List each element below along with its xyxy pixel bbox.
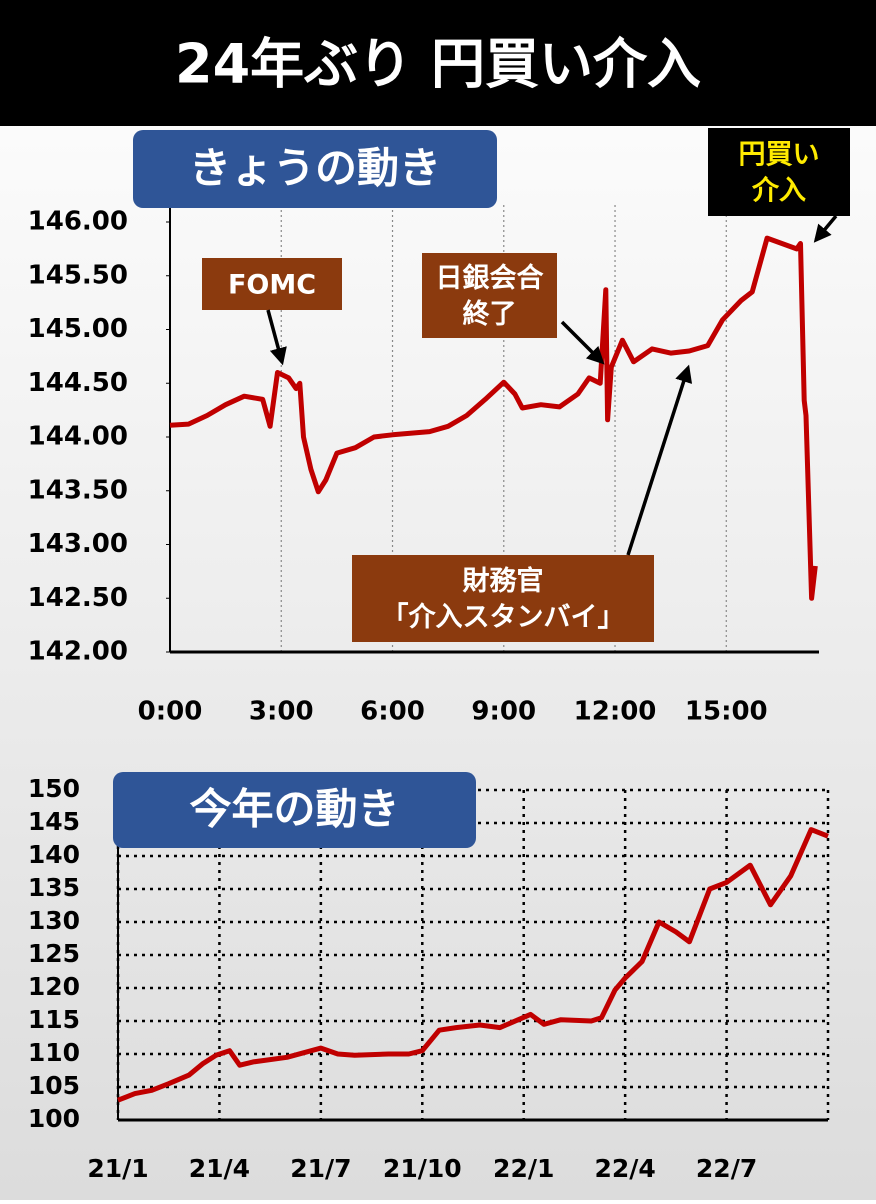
- y-tick-label: 146.00: [28, 207, 128, 237]
- x-tick-label: 21/10: [383, 1154, 462, 1183]
- x-tick-label: 0:00: [138, 697, 203, 727]
- y-tick-label: 145.00: [28, 314, 128, 344]
- chart-title: きょうの動き: [189, 144, 441, 193]
- x-tick-label: 22/7: [696, 1154, 757, 1183]
- y-tick-label: 110: [28, 1038, 80, 1067]
- y-tick-label: 143.00: [28, 529, 128, 559]
- chart-title-box: [133, 130, 497, 208]
- price-line: [169, 235, 818, 601]
- x-tick-label: 21/1: [87, 1154, 148, 1183]
- y-tick-label: 145: [28, 807, 80, 836]
- y-tick-label: 143.50: [28, 475, 128, 505]
- page-title: 24年ぶり 円買い介入: [175, 33, 701, 96]
- title-bar: [0, 0, 876, 126]
- x-tick-label: 21/7: [290, 1154, 351, 1183]
- y-tick-label: 105: [28, 1071, 80, 1100]
- x-tick-label: 15:00: [685, 697, 768, 727]
- x-tick-label: 21/4: [189, 1154, 250, 1183]
- chart-title-box: [113, 772, 476, 848]
- y-tick-label: 140: [28, 840, 80, 869]
- annotation-text: 終了: [463, 298, 517, 330]
- y-tick-label: 142.50: [28, 583, 128, 613]
- price-line: [117, 827, 829, 1103]
- annotation-arrow: [813, 214, 838, 243]
- annotation-box: [202, 258, 342, 310]
- annotation-arrow: [560, 320, 605, 365]
- y-tick-label: 144.50: [28, 368, 128, 398]
- x-tick-label: 3:00: [249, 697, 314, 727]
- x-tick-label: 6:00: [360, 697, 425, 727]
- y-tick-label: 142.00: [28, 637, 128, 667]
- annotation-text: 日銀会合: [436, 262, 544, 294]
- annotation-box: [708, 128, 850, 216]
- y-tick-label: 130: [28, 906, 80, 935]
- annotation-text: FOMC: [228, 270, 316, 301]
- y-tick-label: 135: [28, 873, 80, 902]
- annotation-text: 「介入スタンバイ」: [382, 601, 625, 633]
- y-tick-label: 115: [28, 1005, 80, 1034]
- annotation-arrow: [266, 309, 287, 366]
- annotation-text: 介入: [751, 176, 806, 207]
- annotation-box: [422, 253, 557, 338]
- x-tick-label: 12:00: [574, 697, 657, 727]
- y-tick-label: 125: [28, 939, 80, 968]
- y-tick-label: 150: [28, 774, 80, 803]
- y-tick-label: 144.00: [28, 422, 128, 452]
- y-tick-label: 120: [28, 972, 80, 1001]
- x-tick-label: 9:00: [471, 697, 536, 727]
- chart-title: 今年の動き: [189, 785, 399, 834]
- annotation-text: 円買い: [739, 140, 820, 171]
- x-tick-label: 22/1: [493, 1154, 554, 1183]
- x-tick-label: 22/4: [594, 1154, 655, 1183]
- y-tick-label: 100: [28, 1104, 80, 1133]
- annotation-box: [352, 555, 654, 642]
- annotation-arrow: [626, 364, 693, 556]
- y-tick-label: 145.50: [28, 260, 128, 290]
- annotation-text: 財務官: [463, 565, 544, 597]
